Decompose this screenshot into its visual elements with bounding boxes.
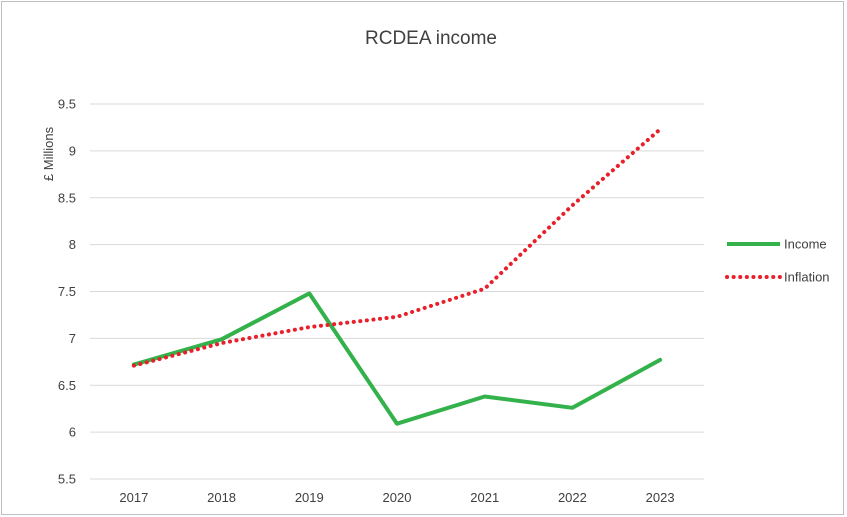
y-tick-label: 9.5 [58, 97, 76, 112]
chart-title: RCDEA income [365, 28, 497, 49]
legend-label: Inflation [784, 270, 830, 285]
gridlines [90, 103, 704, 480]
y-tick-label: 6 [69, 425, 76, 440]
y-tick-label: 8 [69, 237, 76, 252]
x-tick-label: 2023 [646, 490, 675, 505]
y-axis-ticks: 5.5 6 6.5 7 7.5 8 8.5 9 9.5 [58, 97, 76, 487]
series-line-income [131, 291, 663, 426]
legend: Income Inflation [725, 237, 830, 285]
x-tick-label: 2019 [295, 490, 324, 505]
legend-label: Income [784, 237, 827, 252]
x-tick-label: 2017 [119, 490, 148, 505]
legend-item-inflation: Inflation [725, 270, 830, 285]
y-axis-label: £ Millions [41, 126, 56, 181]
y-tick-label: 7.5 [58, 284, 76, 299]
x-tick-label: 2020 [383, 490, 412, 505]
series-line-inflation [131, 127, 663, 368]
x-tick-label: 2022 [558, 490, 587, 505]
y-tick-label: 6.5 [58, 378, 76, 393]
x-axis-ticks: 2017 2018 2019 2020 2021 2022 2023 [119, 490, 674, 505]
series-lines [131, 127, 663, 426]
y-tick-label: 5.5 [58, 472, 76, 487]
legend-item-income: Income [727, 237, 827, 252]
x-tick-label: 2018 [207, 490, 236, 505]
y-tick-label: 7 [69, 331, 76, 346]
y-tick-label: 9 [69, 143, 76, 158]
x-tick-label: 2021 [470, 490, 499, 505]
y-tick-label: 8.5 [58, 190, 76, 205]
